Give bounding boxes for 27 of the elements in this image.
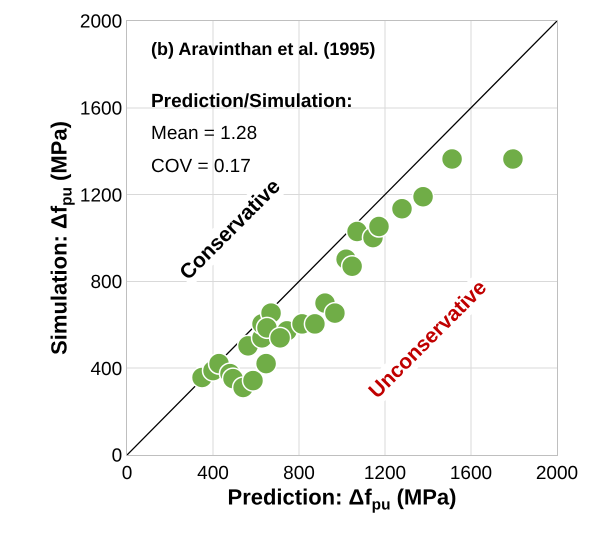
y-tick-label: 400 — [90, 358, 122, 380]
point — [440, 148, 464, 170]
y-tick-label: 0 — [112, 446, 122, 467]
x-tick-label: 1600 — [450, 462, 492, 484]
point — [268, 326, 292, 350]
point — [368, 215, 390, 238]
y-tick-label: 1200 — [80, 185, 122, 206]
point — [324, 302, 346, 324]
y-tick-label: 800 — [90, 272, 122, 294]
annotation: Prediction/Simulation: — [151, 91, 353, 112]
annotation: Mean = 1.28 — [151, 123, 258, 144]
point — [390, 197, 414, 220]
point — [304, 312, 326, 336]
point — [340, 254, 364, 278]
y-tick-label: 2000 — [80, 12, 122, 33]
x-tick-label: 400 — [197, 462, 229, 484]
y-tick-label: 1600 — [80, 98, 122, 120]
x-tick-label: 800 — [283, 462, 315, 484]
point — [242, 369, 264, 392]
x-tick-label: 1200 — [364, 462, 406, 484]
annotation: (b) Aravinthan et al. (1995) — [151, 39, 376, 59]
point — [412, 186, 434, 208]
x-tick-label: 2000 — [536, 462, 578, 484]
x-axis-title: Prediction: Δf$_{pu}$ (MPa) — [228, 484, 456, 514]
point — [502, 148, 524, 170]
point — [254, 352, 278, 375]
annotation: COV = 0.17 — [151, 156, 251, 177]
